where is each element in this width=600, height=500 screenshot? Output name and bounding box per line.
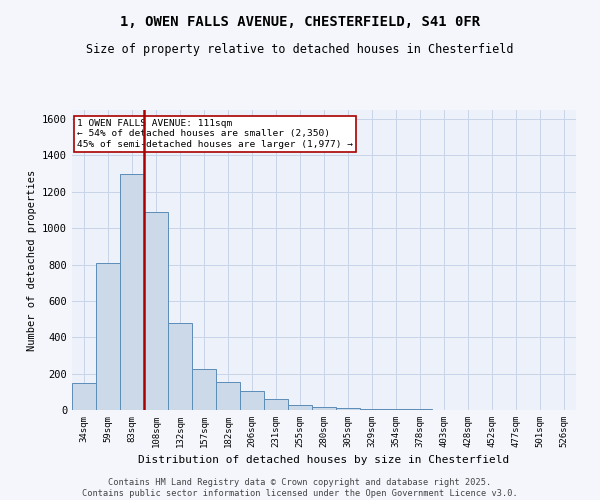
Bar xyxy=(72,382,96,410)
Y-axis label: Number of detached properties: Number of detached properties xyxy=(26,170,37,350)
Bar xyxy=(168,322,192,410)
Bar xyxy=(360,408,384,410)
Bar xyxy=(336,408,360,410)
Text: 1 OWEN FALLS AVENUE: 111sqm
← 54% of detached houses are smaller (2,350)
45% of : 1 OWEN FALLS AVENUE: 111sqm ← 54% of det… xyxy=(77,119,353,149)
Bar xyxy=(312,406,336,410)
Text: 1, OWEN FALLS AVENUE, CHESTERFIELD, S41 0FR: 1, OWEN FALLS AVENUE, CHESTERFIELD, S41 … xyxy=(120,15,480,29)
Text: Size of property relative to detached houses in Chesterfield: Size of property relative to detached ho… xyxy=(86,42,514,56)
Bar xyxy=(120,174,144,410)
Bar xyxy=(264,399,288,410)
Bar xyxy=(192,369,216,410)
X-axis label: Distribution of detached houses by size in Chesterfield: Distribution of detached houses by size … xyxy=(139,456,509,466)
Bar xyxy=(216,382,240,410)
Bar xyxy=(96,262,120,410)
Text: Contains HM Land Registry data © Crown copyright and database right 2025.
Contai: Contains HM Land Registry data © Crown c… xyxy=(82,478,518,498)
Bar xyxy=(240,391,264,410)
Bar xyxy=(288,404,312,410)
Bar xyxy=(144,212,168,410)
